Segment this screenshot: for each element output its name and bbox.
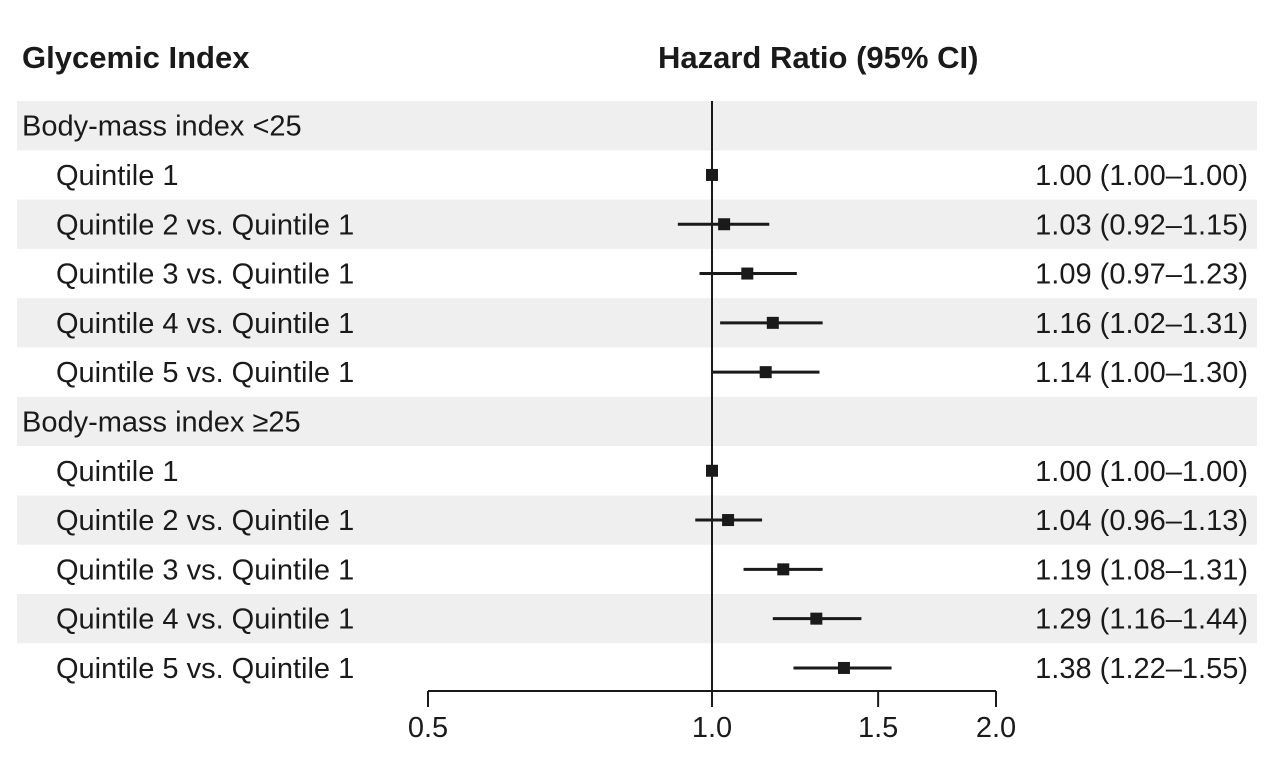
hr-ci-label: 1.00 (1.00–1.00) [1035,160,1248,192]
row-stripe [17,298,1257,348]
hr-ci-label: 1.29 (1.16–1.44) [1035,604,1248,636]
hr-ci-label: 1.14 (1.00–1.30) [1035,357,1248,389]
x-axis: 0.5 1.0 1.5 2.0 [408,690,1016,744]
x-tick-label: 2.0 [976,712,1016,744]
hr-point [722,514,735,527]
estimate-marks [677,168,892,674]
x-tick-label: 0.5 [408,712,448,744]
row-label: Quintile 2 vs. Quintile 1 [56,209,354,241]
right-header: Hazard Ratio (95% CI) [658,40,979,75]
left-header: Glycemic Index [22,40,250,75]
hr-ci-label: 1.16 (1.02–1.31) [1035,308,1248,340]
hr-point [741,267,754,280]
row-stripe [17,396,1257,447]
hr-ci-label: 1.04 (0.96–1.13) [1035,505,1248,537]
hr-point [777,563,790,576]
hr-point [766,316,779,329]
row-stripe [17,199,1257,249]
row-label: Quintile 4 vs. Quintile 1 [56,604,354,636]
group-label: Body-mass index ≥25 [22,406,301,438]
row-stripe [17,495,1257,545]
row-label: Quintile 4 vs. Quintile 1 [56,308,354,340]
hr-point [718,218,731,231]
row-label: Quintile 5 vs. Quintile 1 [56,653,354,685]
group-label: Body-mass index <25 [22,111,302,143]
hr-ci-label: 1.03 (0.92–1.15) [1035,209,1248,241]
value-labels: 1.00 (1.00–1.00) 1.03 (0.92–1.15) 1.09 (0.… [1035,160,1248,685]
hr-point [706,168,718,181]
row-stripe [17,594,1257,644]
row-stripes [17,101,1257,644]
hr-point [837,661,850,674]
row-label: Quintile 2 vs. Quintile 1 [56,505,354,537]
row-stripe [17,101,1257,151]
row-label: Quintile 1 [56,160,179,192]
hr-ci-label: 1.00 (1.00–1.00) [1035,456,1248,488]
row-label: Quintile 1 [56,456,179,488]
x-tick-label: 1.5 [858,712,898,744]
row-label: Quintile 5 vs. Quintile 1 [56,357,354,389]
hr-ci-label: 1.19 (1.08–1.31) [1035,554,1248,586]
hr-point [706,464,718,477]
hr-ci-label: 1.38 (1.22–1.55) [1035,653,1248,685]
row-labels: Body-mass index <25 Quintile 1 Quintile 2 … [22,111,354,685]
row-label: Quintile 3 vs. Quintile 1 [56,259,354,291]
x-tick-label: 1.0 [692,712,732,744]
hr-ci-label: 1.09 (0.97–1.23) [1035,259,1248,291]
row-label: Quintile 3 vs. Quintile 1 [56,554,354,586]
hr-point [810,612,823,625]
hr-point [759,366,772,379]
